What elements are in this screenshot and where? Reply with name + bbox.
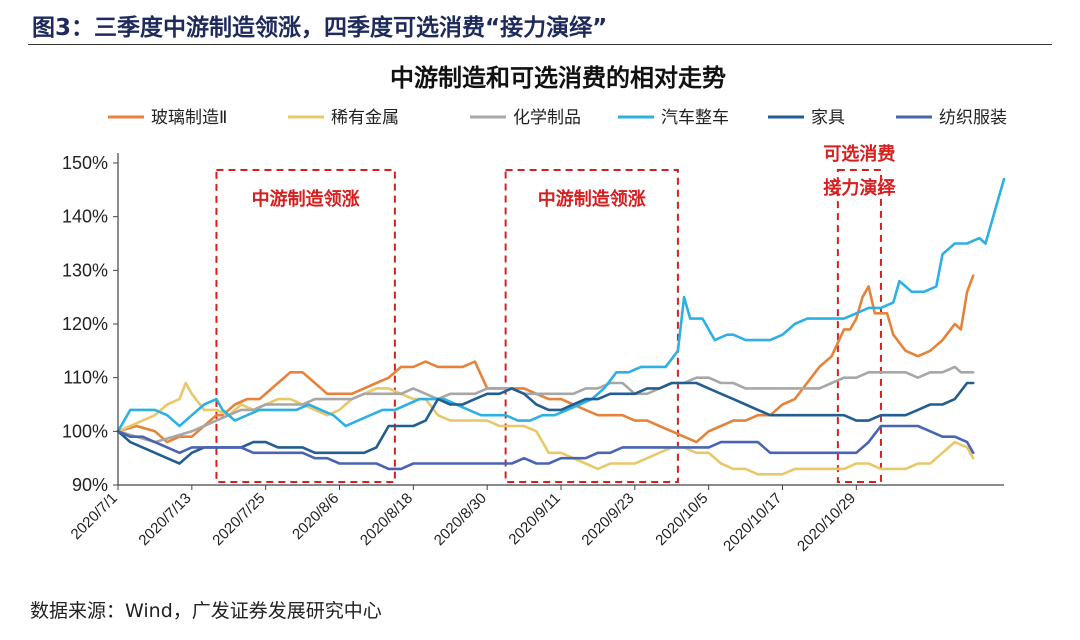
axes: 90% 100% 110% 120% 130% 140% 150% 2020/7/1 2020/…	[62, 153, 1004, 555]
series-line	[116, 424, 975, 471]
x-tick-label: 2020/7/1	[68, 490, 121, 543]
x-tick-label: 2020/10/5	[652, 490, 711, 549]
figure-title: 图3：三季度中游制造领涨，四季度可选消费“接力演绎”	[32, 15, 608, 41]
y-tick-label: 150%	[62, 153, 108, 173]
series-line	[116, 365, 975, 444]
annotation-box	[215, 169, 396, 483]
series-layer	[116, 177, 1006, 476]
legend-label: 家具	[811, 108, 845, 128]
x-tick-label: 2020/9/23	[578, 490, 637, 549]
legend-label: 玻璃制造Ⅱ	[151, 108, 227, 128]
series-line	[116, 381, 975, 465]
x-tick-label: 2020/8/6	[289, 490, 342, 543]
x-tick-label: 2020/7/25	[209, 490, 268, 549]
x-tick-label: 2020/10/17	[720, 490, 785, 555]
y-tick-label: 90%	[72, 475, 108, 495]
series-line	[116, 274, 975, 444]
legend-label: 化学制品	[513, 108, 581, 128]
y-tick-label: 140%	[62, 207, 108, 227]
annotation-label: 中游制造领涨	[252, 188, 360, 210]
x-tick-label: 2020/8/30	[431, 490, 490, 549]
legend-label: 汽车整车	[661, 108, 729, 128]
x-tick-label: 2020/7/13	[135, 490, 194, 549]
y-tick-label: 130%	[62, 260, 108, 280]
x-tick-label: 2020/10/29	[794, 490, 859, 555]
title-divider	[28, 44, 1052, 45]
annotation-label: 可选消费	[823, 143, 895, 165]
chart-title: 中游制造和可选消费的相对走势	[390, 64, 726, 92]
y-tick-label: 120%	[62, 314, 108, 334]
y-tick-label: 110%	[63, 368, 108, 388]
y-tick-label: 100%	[62, 421, 108, 441]
legend: 玻璃制造Ⅱ 稀有金属 化学制品 汽车整车 家具 纺织服装	[108, 108, 1007, 128]
annotation-box	[504, 169, 679, 483]
annotation-label: 中游制造领涨	[538, 188, 646, 210]
x-tick-label: 2020/8/18	[357, 490, 416, 549]
annotation-label: 接力演绎	[823, 177, 896, 199]
source-note: 数据来源：Wind，广发证券发展研究中心	[30, 600, 382, 622]
chart: 中游制造和可选消费的相对走势 玻璃制造Ⅱ 稀有金属 化学制品 汽车整车 家具 纺织服装 中…	[62, 64, 1007, 555]
annotation-box	[836, 169, 882, 483]
legend-label: 稀有金属	[331, 108, 399, 128]
legend-label: 纺织服装	[939, 108, 1007, 128]
x-tick-label: 2020/9/11	[505, 490, 563, 548]
